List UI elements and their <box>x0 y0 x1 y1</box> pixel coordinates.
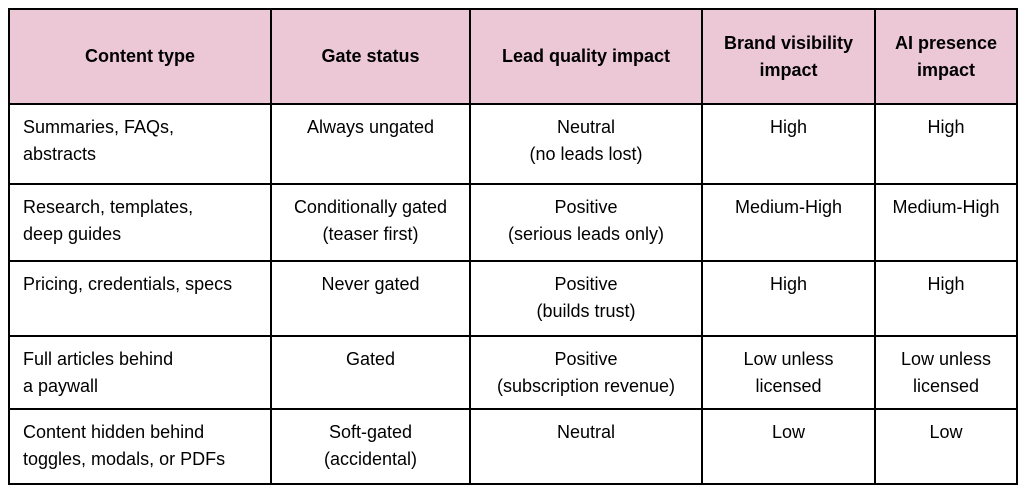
ai-presence-cell: High <box>874 260 1018 337</box>
lead-quality-cell: Positive (subscription revenue) <box>469 335 703 410</box>
table-row: Full articles behind a paywall Gated Pos… <box>8 335 1018 410</box>
ai-presence-cell: Medium-High <box>874 183 1018 262</box>
brand-visibility-cell: High <box>701 103 876 185</box>
header-gate-status: Gate status <box>270 8 471 105</box>
header-ai-presence-impact: AI presence impact <box>874 8 1018 105</box>
content-type-cell: Pricing, credentials, specs <box>8 260 272 337</box>
brand-visibility-cell: Medium-High <box>701 183 876 262</box>
header-brand-visibility-impact: Brand visibility impact <box>701 8 876 105</box>
content-gating-table: Content type Gate status Lead quality im… <box>8 8 1018 485</box>
table-row: Pricing, credentials, specs Never gated … <box>8 260 1018 337</box>
ai-presence-cell: Low <box>874 408 1018 485</box>
content-type-cell: Research, templates, deep guides <box>8 183 272 262</box>
lead-quality-cell: Positive (builds trust) <box>469 260 703 337</box>
table-header-row: Content type Gate status Lead quality im… <box>8 8 1018 105</box>
ai-presence-cell: Low unless licensed <box>874 335 1018 410</box>
content-type-cell: Summaries, FAQs, abstracts <box>8 103 272 185</box>
brand-visibility-cell: High <box>701 260 876 337</box>
ai-presence-cell: High <box>874 103 1018 185</box>
gate-status-cell: Gated <box>270 335 471 410</box>
brand-visibility-cell: Low <box>701 408 876 485</box>
lead-quality-cell: Positive (serious leads only) <box>469 183 703 262</box>
lead-quality-cell: Neutral (no leads lost) <box>469 103 703 185</box>
gate-status-cell: Conditionally gated (teaser first) <box>270 183 471 262</box>
table-row: Research, templates, deep guides Conditi… <box>8 183 1018 262</box>
table-row: Summaries, FAQs, abstracts Always ungate… <box>8 103 1018 185</box>
content-type-cell: Full articles behind a paywall <box>8 335 272 410</box>
table-row: Content hidden behind toggles, modals, o… <box>8 408 1018 485</box>
brand-visibility-cell: Low unless licensed <box>701 335 876 410</box>
gate-status-cell: Soft-gated (accidental) <box>270 408 471 485</box>
gate-status-cell: Never gated <box>270 260 471 337</box>
lead-quality-cell: Neutral <box>469 408 703 485</box>
header-content-type: Content type <box>8 8 272 105</box>
content-type-cell: Content hidden behind toggles, modals, o… <box>8 408 272 485</box>
content-gating-table-container: Content type Gate status Lead quality im… <box>8 8 1018 485</box>
gate-status-cell: Always ungated <box>270 103 471 185</box>
header-lead-quality-impact: Lead quality impact <box>469 8 703 105</box>
